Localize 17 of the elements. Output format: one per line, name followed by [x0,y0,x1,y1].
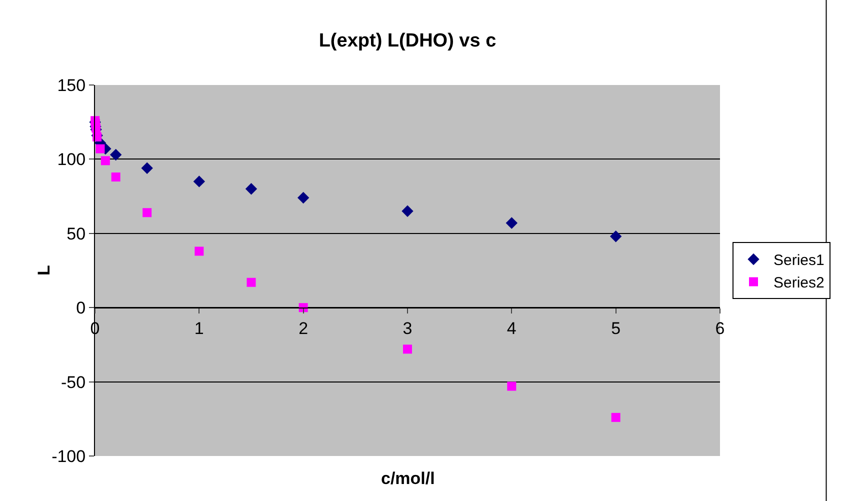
y-tick-label: -100 [52,446,86,466]
x-tick-label: 4 [506,319,516,338]
y-axis-title: L [34,265,54,276]
x-tick-label: 6 [715,319,725,338]
y-tick-label: 150 [57,76,86,95]
y-tick-label: -50 [61,372,86,392]
y-tick-label: 0 [76,298,86,318]
x-tick-label: 5 [611,319,621,338]
x-tick-label: 1 [194,319,204,338]
x-tick-label: 3 [402,319,412,338]
chart-title: L(expt) L(DHO) vs c [318,30,497,52]
legend-label: Series1 [774,252,824,270]
x-tick-label: 2 [298,319,308,338]
legend-label: Series2 [774,274,824,292]
y-tick-label: 50 [66,224,86,244]
y-tick-label: 100 [57,150,86,170]
x-axis-title: c/mol/l [381,469,435,488]
